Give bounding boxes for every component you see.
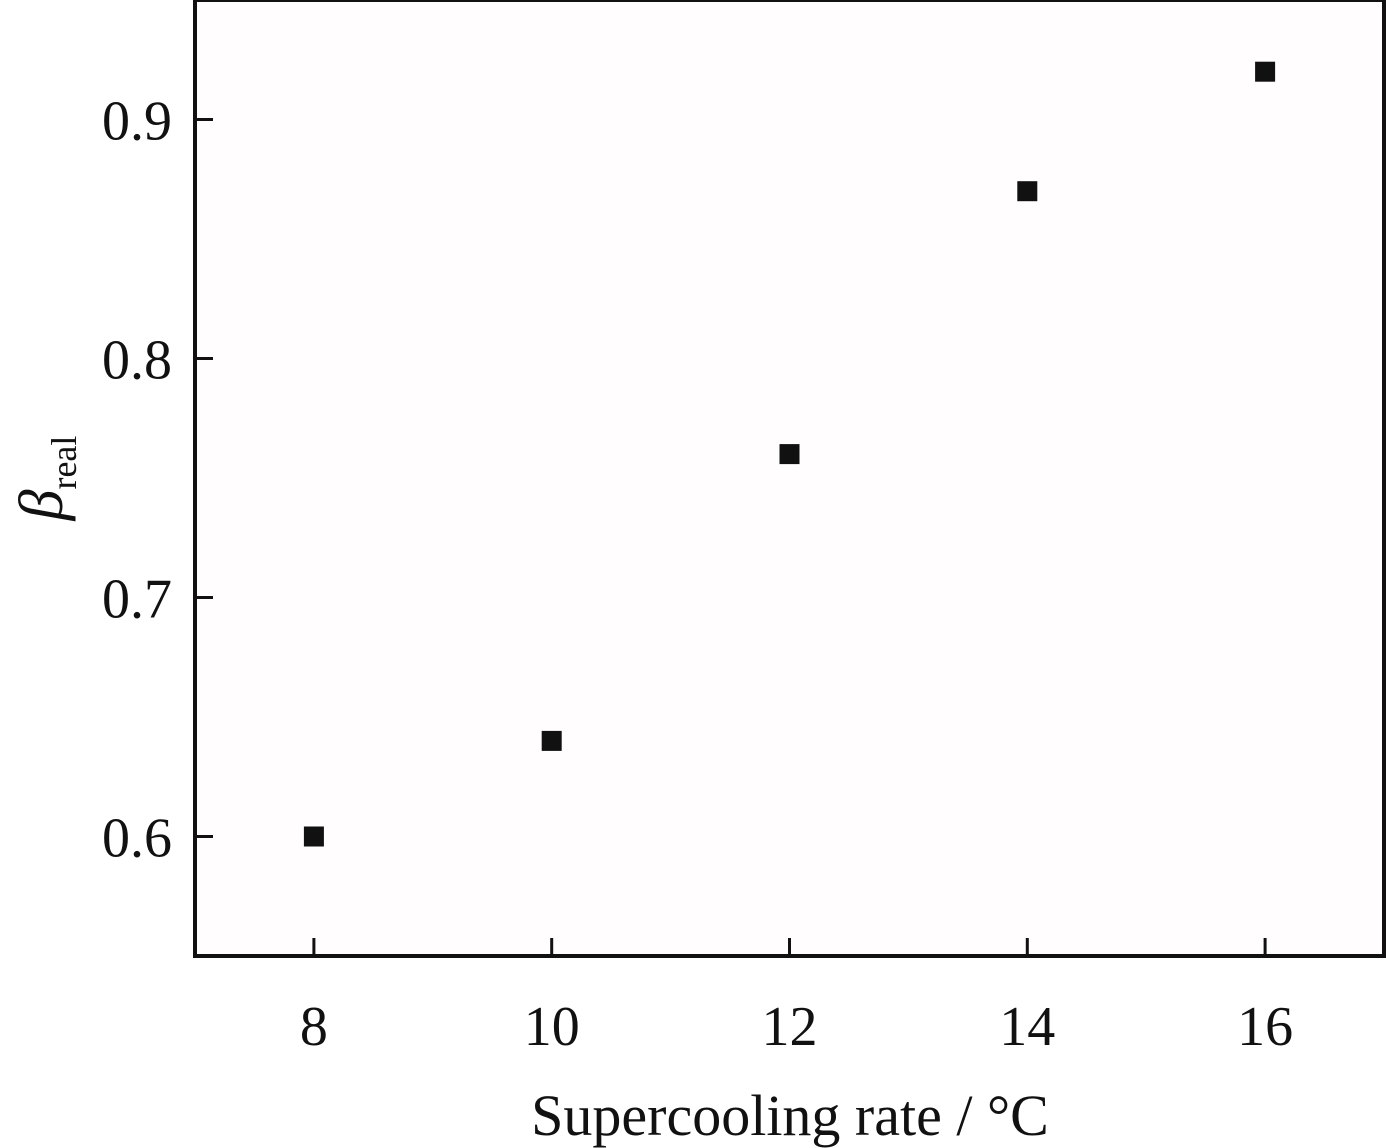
y-tick-label: 0.7 [102,569,172,631]
y-tick-label: 0.6 [102,808,172,870]
x-tick-label: 14 [999,996,1055,1058]
x-tick-label: 16 [1237,996,1293,1058]
data-point [541,730,562,751]
x-axis-ticks: 8 10 12 14 16 [300,938,1293,1058]
y-axis-title-symbol: β [8,489,76,521]
y-axis-title: βreal [8,436,84,522]
plot-frame [193,0,1386,958]
y-tick-label: 0.8 [102,330,172,392]
x-axis-title: Supercooling rate / °C [531,1083,1049,1148]
y-axis-ticks: 0.6 0.7 0.8 0.9 [102,91,213,870]
x-tick-label: 10 [524,996,580,1058]
x-tick-label: 12 [762,996,818,1058]
y-tick-label: 0.9 [102,91,172,153]
svg-text:βreal: βreal [8,436,84,522]
y-axis-title-subscript: real [44,436,84,490]
data-point [779,444,800,465]
data-point [303,826,324,847]
data-points [303,61,1276,847]
x-tick-label: 8 [300,996,328,1058]
data-point [1017,181,1038,202]
data-point [1255,61,1276,82]
